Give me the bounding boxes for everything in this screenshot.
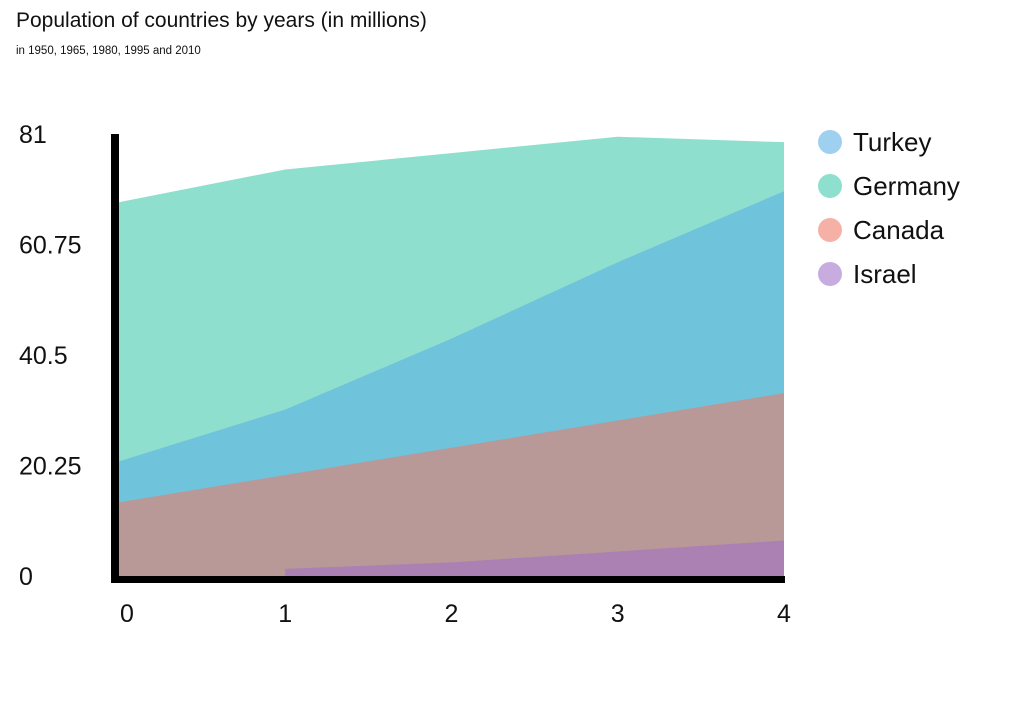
legend-swatch <box>818 130 842 154</box>
x-tick-label: 3 <box>611 600 625 628</box>
x-tick-label: 2 <box>445 600 459 628</box>
y-tick-label: 81 <box>19 121 47 149</box>
y-tick-label: 40.5 <box>19 342 68 370</box>
legend-label: Canada <box>853 214 945 245</box>
x-axis-ticks: 0 1 2 3 4 <box>120 600 791 628</box>
y-axis-ticks: 0 20.25 40.5 60.75 81 <box>19 121 82 591</box>
x-tick-label: 4 <box>777 600 791 628</box>
x-tick-label: 1 <box>278 600 292 628</box>
x-tick-label: 0 <box>120 600 134 628</box>
legend: Turkey Germany Canada Israel <box>818 120 960 296</box>
legend-label: Israel <box>853 258 917 289</box>
legend-swatch <box>818 174 842 198</box>
series-areas <box>119 136 784 576</box>
chart-title: Population of countries by years (in mil… <box>16 9 427 32</box>
y-tick-label: 20.25 <box>19 453 82 481</box>
legend-item-germany: Germany <box>818 164 960 208</box>
y-tick-label: 60.75 <box>19 232 82 260</box>
area-israel <box>285 540 784 576</box>
legend-swatch <box>818 262 842 286</box>
legend-item-canada: Canada <box>818 208 960 252</box>
y-tick-label: 0 <box>19 563 33 591</box>
chart-subtitle: in 1950, 1965, 1980, 1995 and 2010 <box>16 45 201 57</box>
legend-label: Germany <box>853 170 960 201</box>
axes <box>111 134 785 583</box>
legend-swatch <box>818 218 842 242</box>
legend-item-israel: Israel <box>818 252 960 296</box>
area-canada <box>119 393 784 576</box>
legend-label: Turkey <box>853 126 932 157</box>
legend-item-turkey: Turkey <box>818 120 960 164</box>
